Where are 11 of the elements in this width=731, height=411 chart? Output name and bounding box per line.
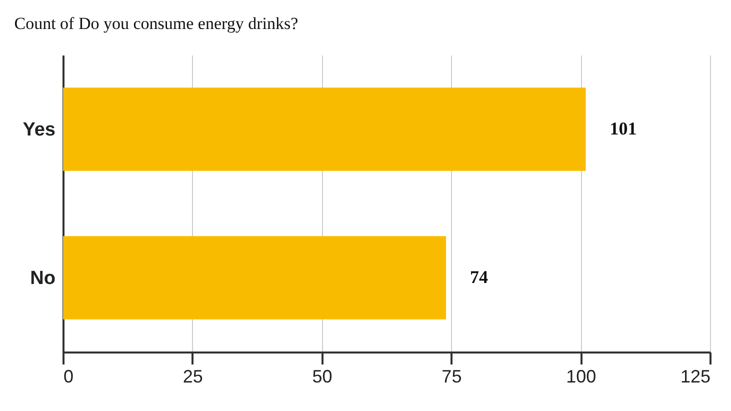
y-tick-label: No xyxy=(30,268,56,289)
chart-title: Count of Do you consume energy drinks? xyxy=(14,14,298,33)
x-tick-label: 0 xyxy=(64,366,74,386)
y-tick-label: Yes xyxy=(22,119,56,140)
x-tick-label: 75 xyxy=(442,366,462,386)
x-tick-label: 125 xyxy=(680,366,710,386)
x-tick-label: 25 xyxy=(182,366,203,386)
x-tick-label: 50 xyxy=(312,366,332,386)
x-tick-label: 100 xyxy=(566,366,596,386)
data-label: 101 xyxy=(610,118,637,138)
data-label: 74 xyxy=(470,266,488,287)
